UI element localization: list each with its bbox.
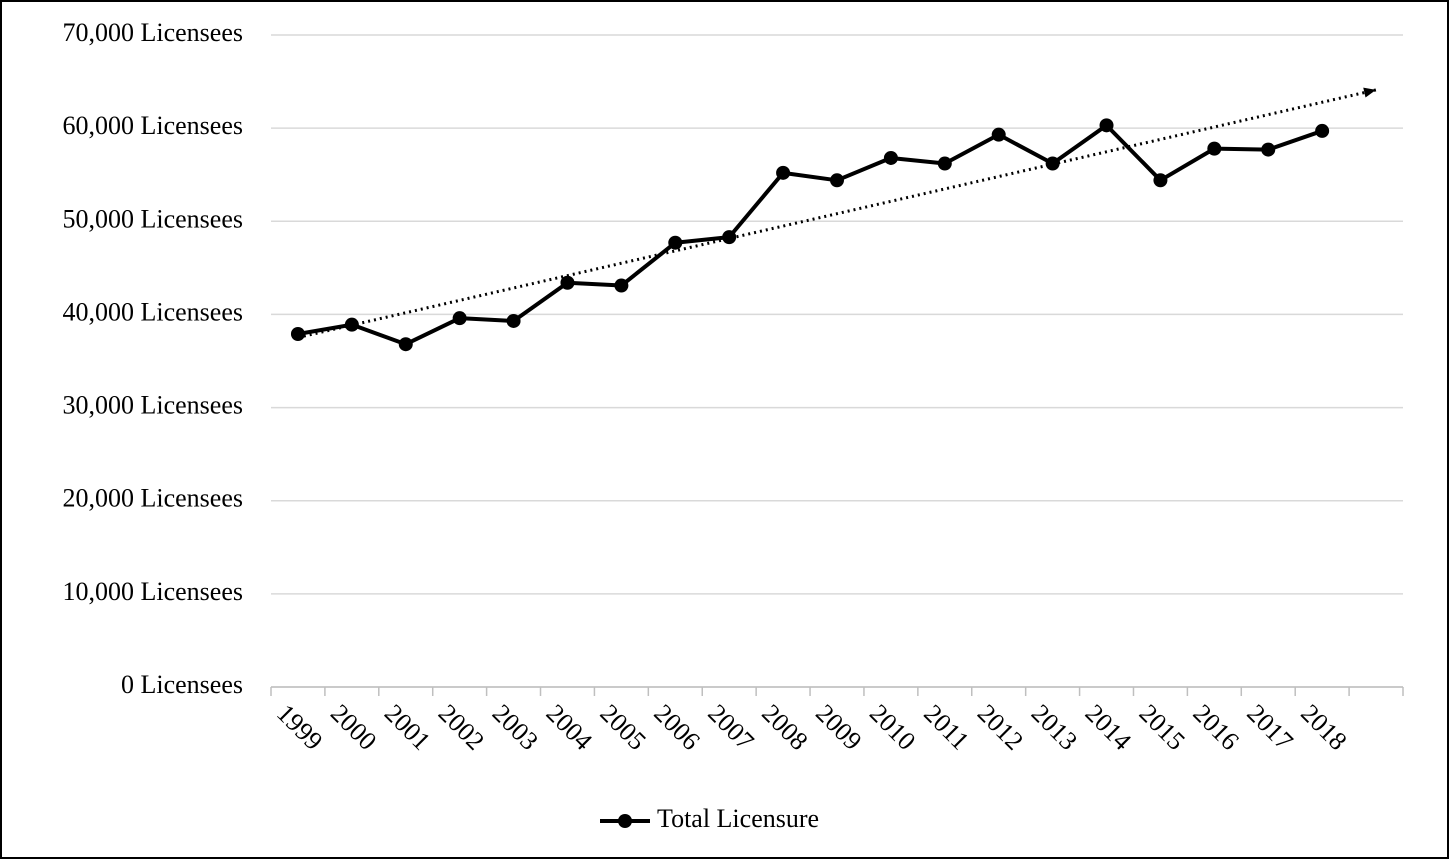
data-point	[290, 326, 305, 341]
y-tick-label: 60,000 Licensees	[62, 111, 243, 140]
data-point	[1315, 123, 1330, 138]
data-point	[1045, 156, 1060, 171]
trendline	[297, 88, 1377, 339]
data-point	[452, 311, 467, 326]
series-line	[297, 123, 1323, 347]
data-point	[668, 235, 683, 250]
data-point	[830, 173, 844, 188]
y-tick-label: 20,000 Licensees	[62, 484, 243, 513]
data-point	[991, 127, 1006, 142]
legend-label: Total Licensure	[657, 804, 819, 833]
y-tick-label: 0 Licensees	[121, 670, 243, 699]
data-point	[1261, 142, 1276, 157]
data-point	[883, 150, 898, 165]
data-point	[1153, 173, 1168, 188]
y-tick-label: 40,000 Licensees	[62, 297, 243, 326]
data-point	[1099, 118, 1114, 133]
data-point	[506, 313, 521, 328]
data-point	[614, 278, 629, 293]
data-point	[722, 230, 737, 245]
data-point	[937, 156, 952, 171]
y-tick-label: 50,000 Licensees	[62, 204, 243, 233]
data-point	[398, 337, 413, 352]
y-tick-label: 70,000 Licensees	[62, 18, 243, 47]
trendline-arrow	[1363, 87, 1377, 98]
data-point	[344, 317, 359, 332]
y-tick-label: 30,000 Licensees	[62, 391, 243, 420]
data-point	[1207, 141, 1222, 156]
legend-marker	[618, 814, 632, 828]
data-point	[560, 275, 575, 290]
y-tick-label: 10,000 Licensees	[62, 577, 243, 606]
data-point	[776, 165, 791, 180]
